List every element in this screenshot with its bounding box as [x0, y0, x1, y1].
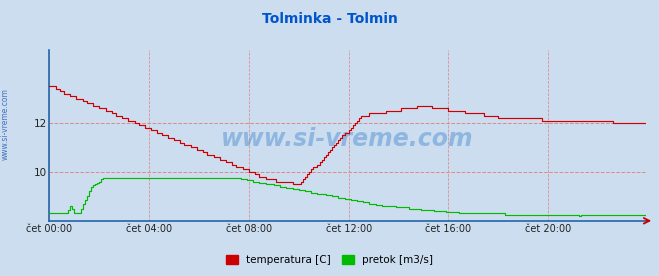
Legend: temperatura [C], pretok [m3/s]: temperatura [C], pretok [m3/s]	[221, 251, 438, 269]
Text: Tolminka - Tolmin: Tolminka - Tolmin	[262, 12, 397, 26]
Text: www.si-vreme.com: www.si-vreme.com	[221, 127, 474, 151]
Text: www.si-vreme.com: www.si-vreme.com	[1, 88, 10, 160]
